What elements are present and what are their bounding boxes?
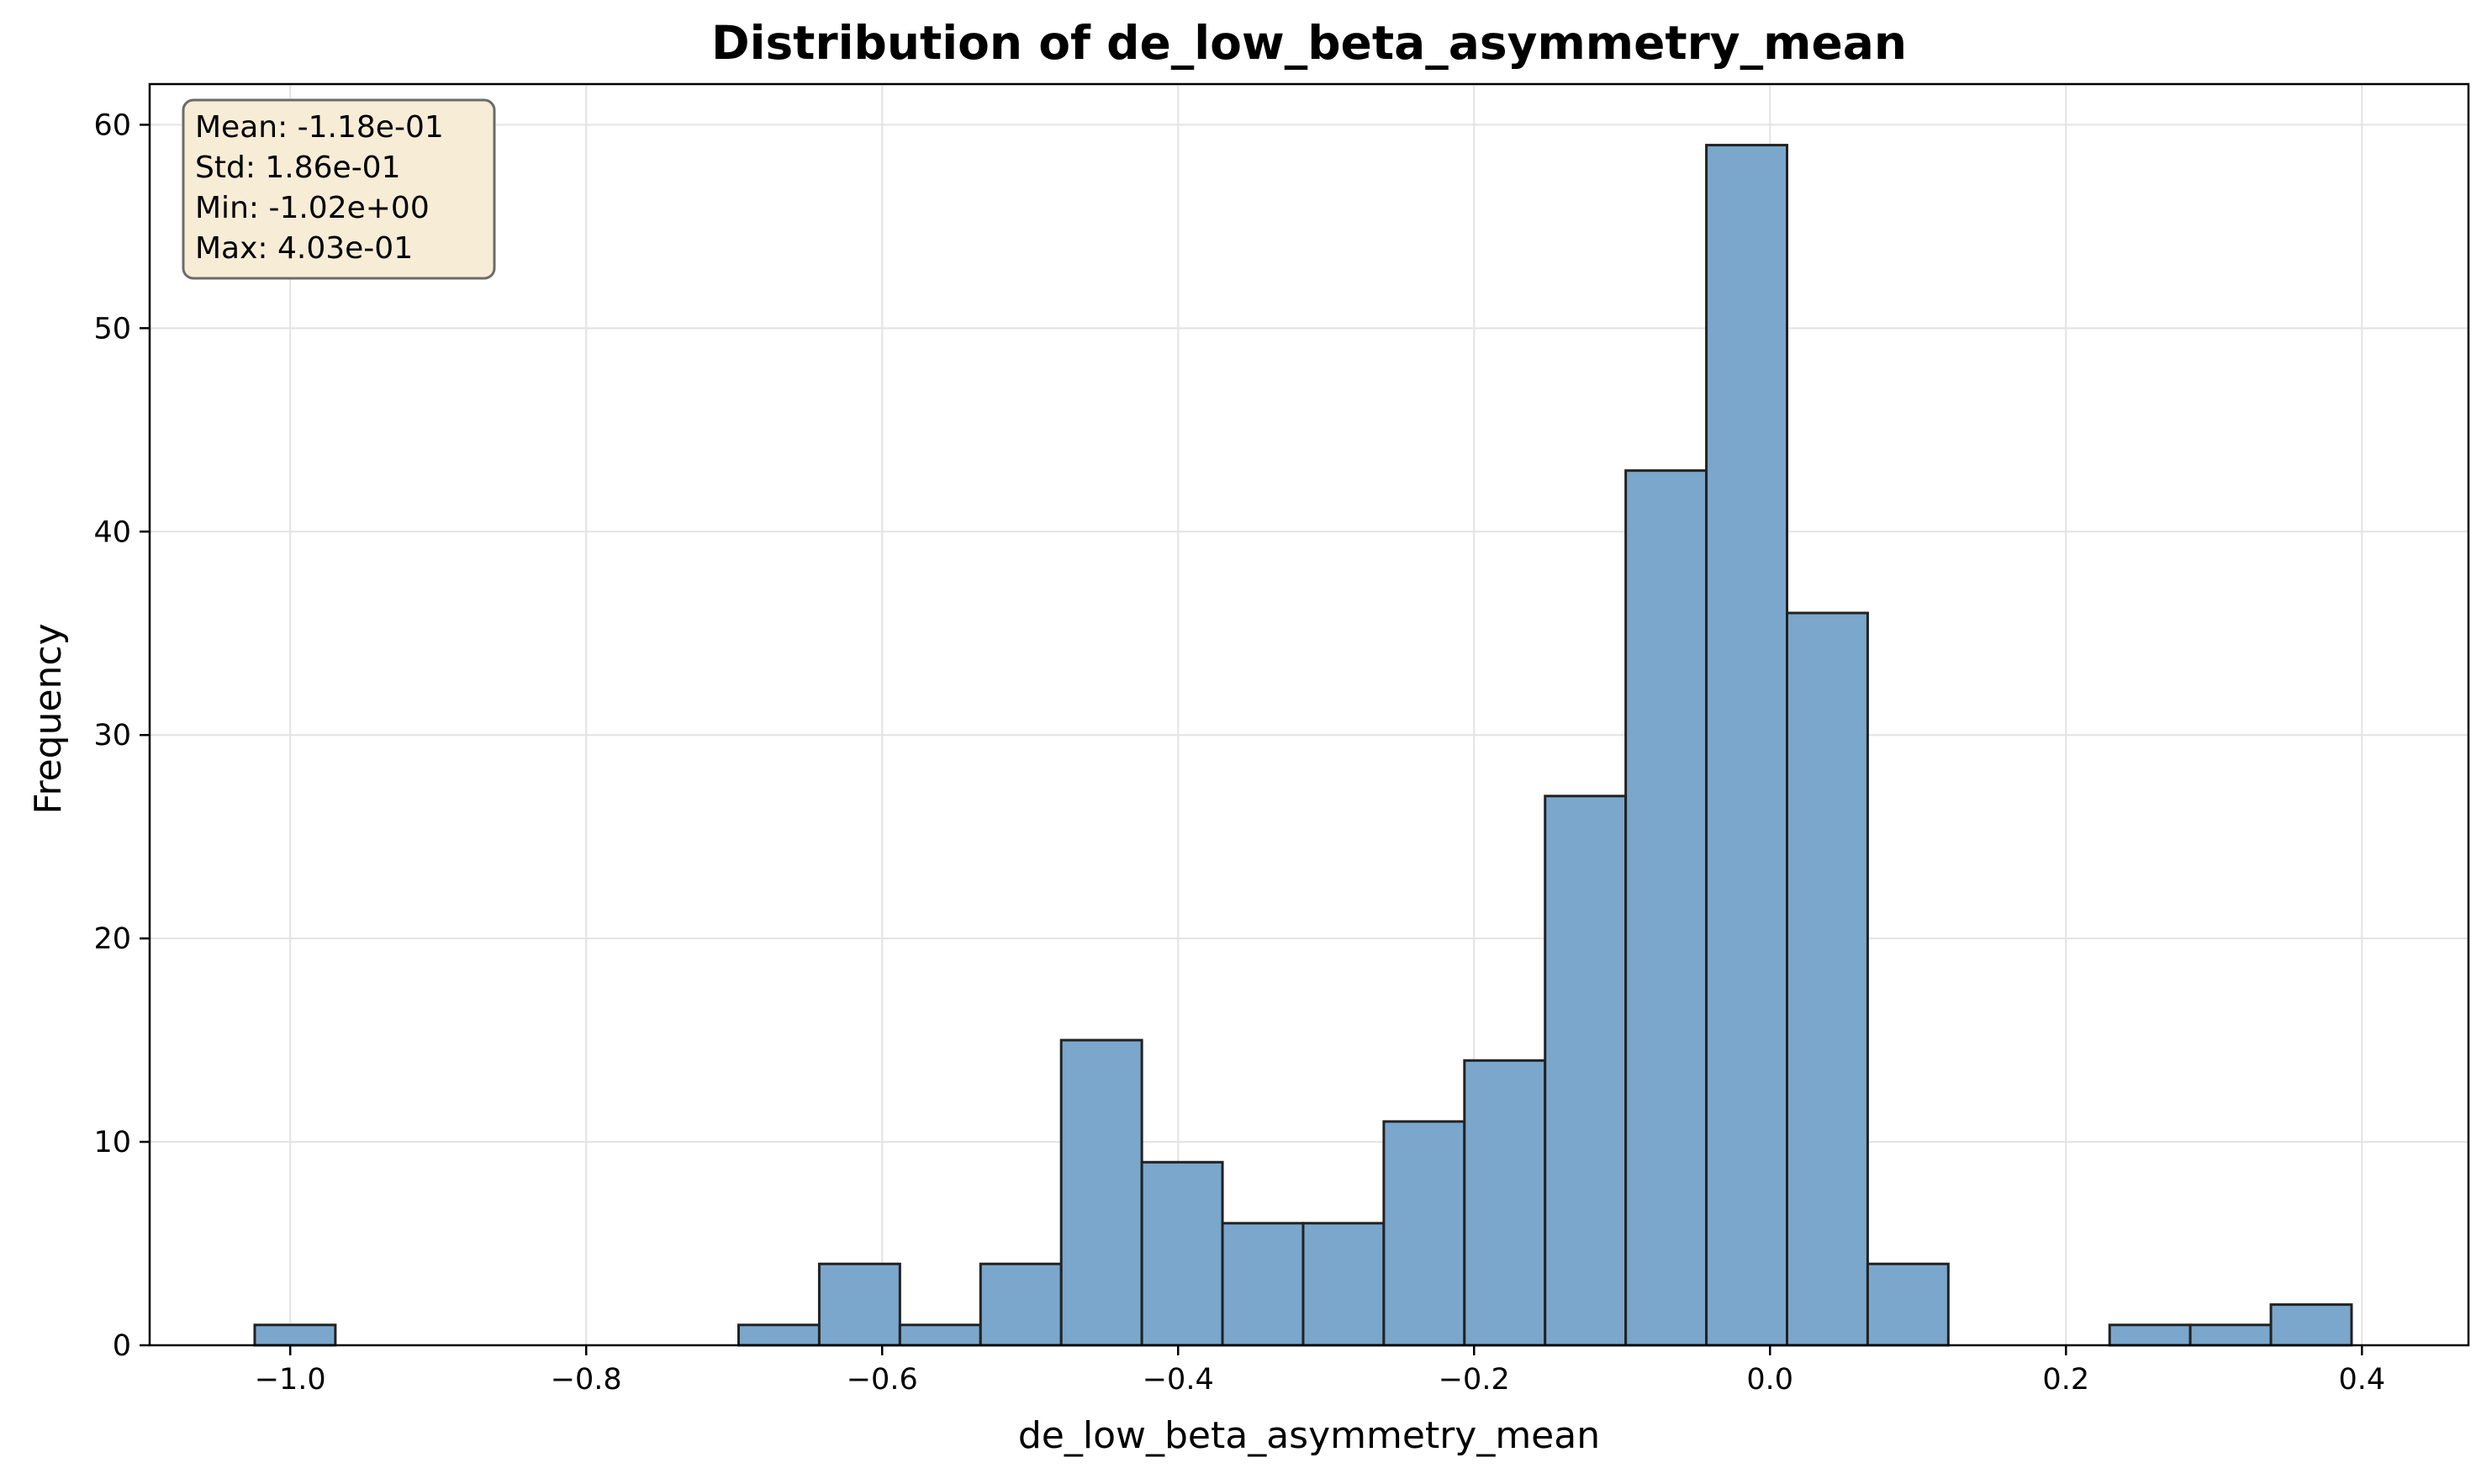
x-axis-label: de_low_beta_asymmetry_mean [1018, 1414, 1600, 1457]
histogram-bar [979, 1262, 1063, 1347]
x-tick-label: 0.2 [2042, 1363, 2089, 1397]
histogram-bar [737, 1323, 821, 1347]
histogram-bar [817, 1262, 901, 1347]
stats-box-background [182, 98, 496, 280]
y-axis-label: Frequency [27, 623, 70, 814]
histogram-bar [898, 1323, 982, 1347]
histogram-bar [1301, 1222, 1386, 1347]
histogram-bar [2269, 1303, 2353, 1347]
histogram-bar [253, 1323, 337, 1347]
y-tick-label: 10 [93, 1126, 131, 1159]
x-tick-label: 0.0 [1746, 1363, 1793, 1397]
y-tick-label: 20 [93, 922, 131, 956]
histogram-bar [1221, 1222, 1305, 1347]
y-axis-ticks: 0 10 20 30 40 50 60 [93, 108, 150, 1363]
histogram-bar [1140, 1160, 1224, 1347]
histogram-bar [1544, 795, 1628, 1347]
y-tick-label: 0 [113, 1329, 131, 1363]
y-tick-label: 50 [93, 312, 131, 346]
histogram-bar [1059, 1038, 1143, 1347]
stats-max: Max: 4.03e-01 [195, 231, 413, 266]
histogram-bar [1463, 1059, 1547, 1347]
stats-box: Mean: -1.18e-01 Std: 1.86e-01 Min: -1.02… [182, 98, 496, 280]
y-tick-label: 30 [93, 719, 131, 753]
chart-title: Distribution of de_low_beta_asymmetry_me… [711, 16, 1907, 70]
stats-min: Min: -1.02e+00 [195, 191, 430, 225]
stats-mean: Mean: -1.18e-01 [195, 110, 444, 145]
plot-frame [148, 82, 2470, 1347]
x-tick-label: −0.8 [551, 1363, 622, 1397]
histogram-bar [1705, 144, 1788, 1347]
x-tick-label: −0.2 [1439, 1363, 1510, 1397]
y-tick-label: 40 [93, 515, 131, 549]
histogram-bar [2108, 1323, 2192, 1347]
x-tick-label: −1.0 [255, 1363, 326, 1397]
y-tick-label: 60 [93, 108, 131, 142]
x-tick-label: 0.4 [2338, 1363, 2385, 1397]
x-tick-label: −0.4 [1143, 1363, 1214, 1397]
stats-std: Std: 1.86e-01 [195, 151, 401, 185]
x-tick-label: −0.6 [847, 1363, 918, 1397]
histogram-bar [1785, 611, 1869, 1347]
histogram-bar [1866, 1262, 1950, 1347]
histogram-bar [1624, 469, 1708, 1347]
histogram-bar [1382, 1120, 1466, 1347]
bars-layer [253, 144, 2353, 1347]
histogram-bar [2188, 1323, 2273, 1347]
x-axis-ticks: −1.0 −0.8 −0.6 −0.4 −0.2 0.0 0.2 0.4 [255, 1345, 2385, 1397]
